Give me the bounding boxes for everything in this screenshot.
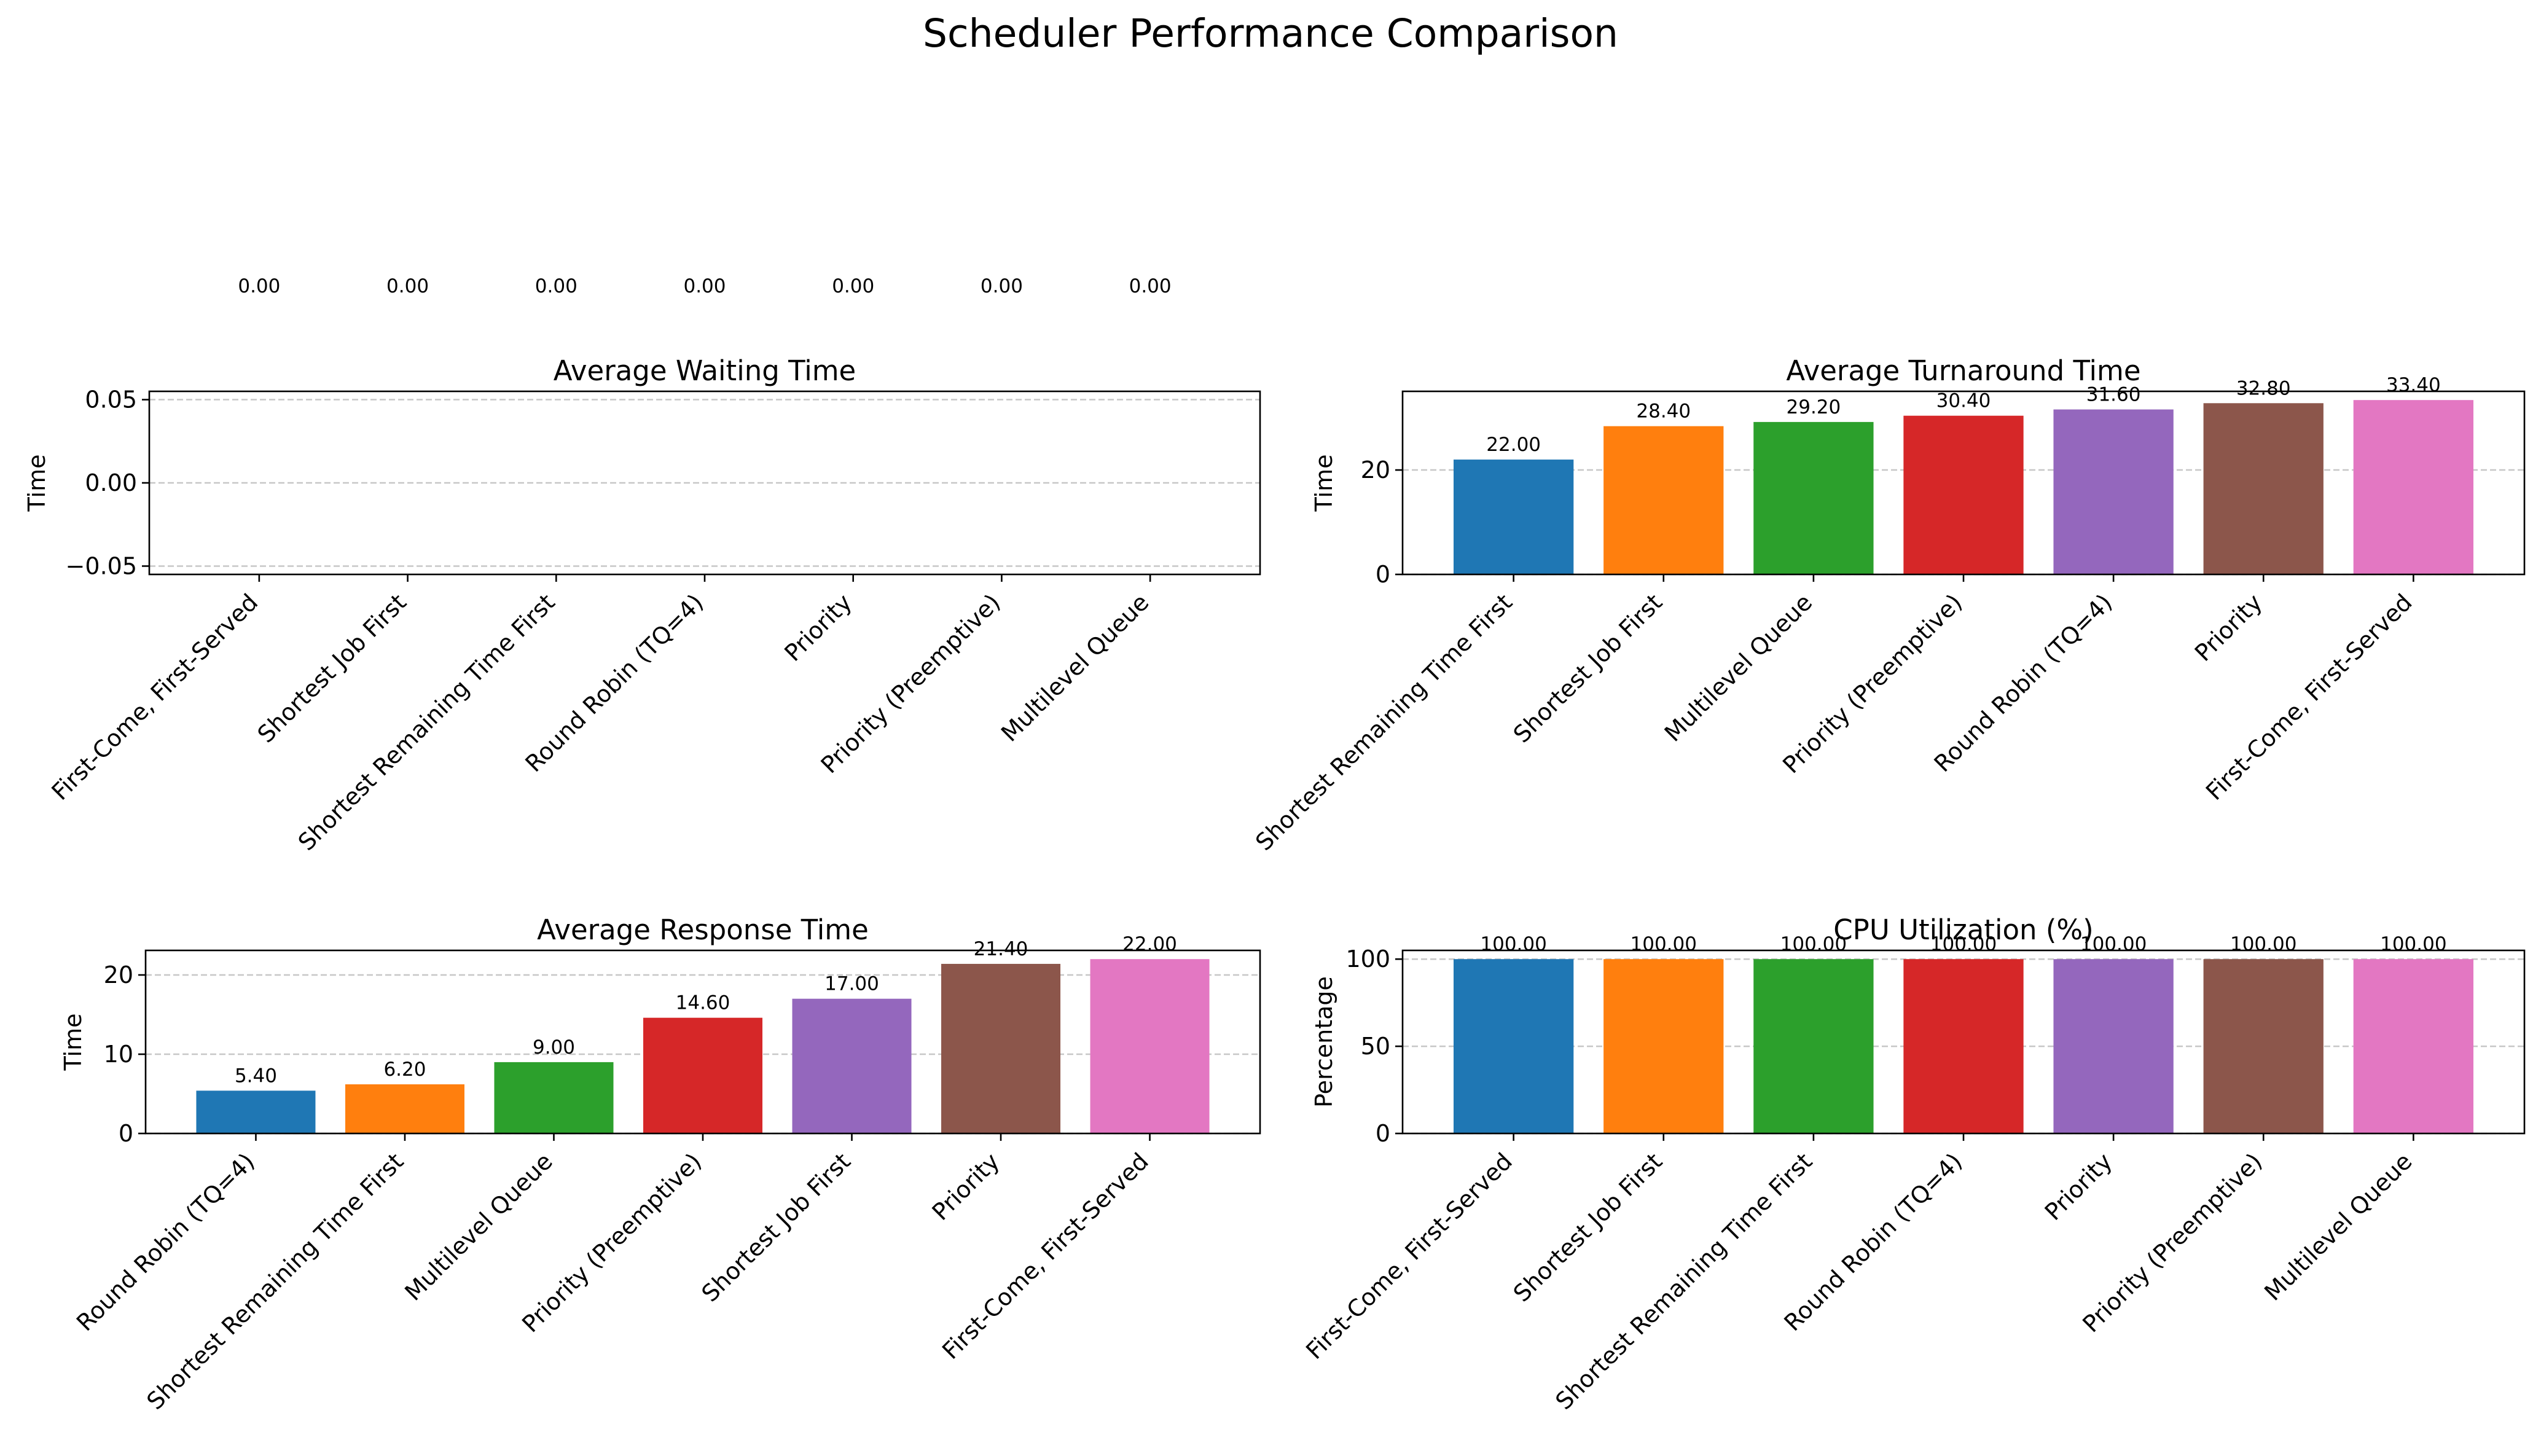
y-tick-label: 20 — [104, 961, 133, 988]
bar — [2053, 959, 2174, 1133]
chart-panel-4: 100.00 100.00 100.00 100.00 100.00 100.00 100.… — [1301, 914, 2526, 1415]
bar — [1090, 959, 1210, 1133]
y-tick-label: −0.05 — [66, 552, 137, 579]
data-label: 0.00 — [981, 275, 1023, 297]
data-label: 33.40 — [2386, 374, 2441, 396]
data-label: 0.00 — [238, 275, 280, 297]
y-axis-label: Time — [1310, 455, 1337, 512]
data-label: 0.00 — [386, 275, 429, 297]
y-tick-label: 0.05 — [85, 386, 137, 413]
data-label: 22.00 — [1122, 933, 1177, 955]
x-tick-label: Shortest Job First — [253, 589, 412, 748]
bar — [2053, 409, 2174, 574]
data-label: 0.00 — [1129, 275, 1172, 297]
bar — [1454, 460, 1574, 574]
data-label: 100.00 — [2380, 933, 2446, 955]
bar — [1753, 421, 1874, 574]
data-label: 100.00 — [2230, 933, 2296, 955]
x-tick-label: Priority — [2040, 1148, 2118, 1226]
bar — [2203, 959, 2324, 1133]
data-label: 21.40 — [974, 938, 1028, 960]
bar — [2203, 403, 2324, 574]
data-label: 100.00 — [1780, 933, 1847, 955]
y-tick-label: 0.00 — [85, 469, 137, 496]
data-label: 0.00 — [832, 275, 874, 297]
bar — [494, 1062, 614, 1133]
y-axis-label: Time — [60, 1014, 87, 1071]
y-axis-label: Percentage — [1310, 976, 1337, 1108]
y-tick-label: 10 — [104, 1041, 133, 1068]
bar — [345, 1084, 464, 1133]
x-tick-label: Shortest Remaining Time First — [1550, 1148, 1817, 1415]
data-label: 100.00 — [1930, 933, 1997, 955]
x-tick-label: Shortest Job First — [1508, 589, 1667, 748]
chart-panel-2: 22.00 28.40 29.20 30.40 31.60 32.80 33.40 0 20 Sh… — [1250, 354, 2526, 856]
chart-title: Average Waiting Time — [554, 354, 856, 387]
data-label: 32.80 — [2236, 377, 2291, 399]
bar — [1903, 959, 2024, 1133]
x-tick-label: Shortest Job First — [697, 1148, 856, 1307]
bar — [196, 1090, 316, 1133]
bar — [1603, 959, 1724, 1133]
y-axis-label: Time — [23, 455, 50, 512]
bar — [1753, 959, 1874, 1133]
bar — [941, 963, 1061, 1133]
bar — [1903, 415, 2024, 574]
y-tick-label: 0 — [1376, 1120, 1390, 1147]
data-label: 28.40 — [1636, 401, 1691, 423]
data-label: 100.00 — [1480, 933, 1546, 955]
data-label: 6.20 — [383, 1059, 426, 1081]
data-label: 29.20 — [1787, 396, 1841, 418]
x-tick-label: Shortest Job First — [1508, 1148, 1667, 1307]
chart-panel-1: 0.00 0.00 0.00 0.00 0.00 0.00 0.00 −0.05 0.00 0.0… — [23, 275, 1261, 856]
data-label: 100.00 — [1631, 933, 1697, 955]
data-label: 100.00 — [2080, 933, 2147, 955]
x-tick-label: Shortest Remaining Time First — [141, 1148, 409, 1415]
chart-title: Average Turnaround Time — [1786, 354, 2140, 387]
data-label: 0.00 — [683, 275, 726, 297]
x-tick-label: Shortest Remaining Time First — [1250, 589, 1517, 856]
x-tick-label: Priority — [2190, 589, 2268, 667]
x-tick-label: Multilevel Queue — [399, 1148, 558, 1306]
bar — [2353, 400, 2473, 574]
y-tick-label: 0 — [1376, 561, 1390, 588]
x-tick-label: Priority — [927, 1148, 1005, 1226]
bar — [1603, 426, 1724, 574]
data-label: 30.40 — [1936, 390, 1991, 412]
x-tick-label: Shortest Remaining Time First — [293, 589, 560, 856]
x-tick-label: Priority — [779, 589, 857, 667]
data-label: 9.00 — [533, 1036, 575, 1059]
bar — [792, 998, 912, 1133]
y-tick-label: 50 — [1361, 1033, 1390, 1060]
data-label: 17.00 — [824, 973, 879, 995]
x-tick-label: First-Come, First-Served — [47, 589, 264, 805]
y-tick-label: 20 — [1361, 456, 1390, 483]
bar — [643, 1017, 763, 1133]
data-label: 5.40 — [235, 1065, 277, 1087]
data-label: 0.00 — [535, 275, 578, 297]
y-tick-label: 0 — [119, 1120, 133, 1147]
chart-title: Average Response Time — [537, 914, 869, 946]
y-tick-label: 100 — [1345, 945, 1390, 973]
figure-title: Scheduler Performance Comparison — [923, 11, 1618, 56]
x-tick-label: Multilevel Queue — [996, 589, 1154, 747]
bar — [2353, 959, 2473, 1133]
bar — [1454, 959, 1574, 1133]
data-label: 14.60 — [676, 992, 730, 1014]
data-label: 22.00 — [1486, 434, 1541, 456]
x-tick-label: First-Come, First-Served — [1301, 1148, 1517, 1364]
x-tick-label: Multilevel Queue — [1659, 589, 1818, 747]
data-label: 31.60 — [2086, 383, 2141, 405]
x-tick-label: Multilevel Queue — [2259, 1148, 2418, 1306]
chart-title: CPU Utilization (%) — [1833, 914, 2093, 946]
